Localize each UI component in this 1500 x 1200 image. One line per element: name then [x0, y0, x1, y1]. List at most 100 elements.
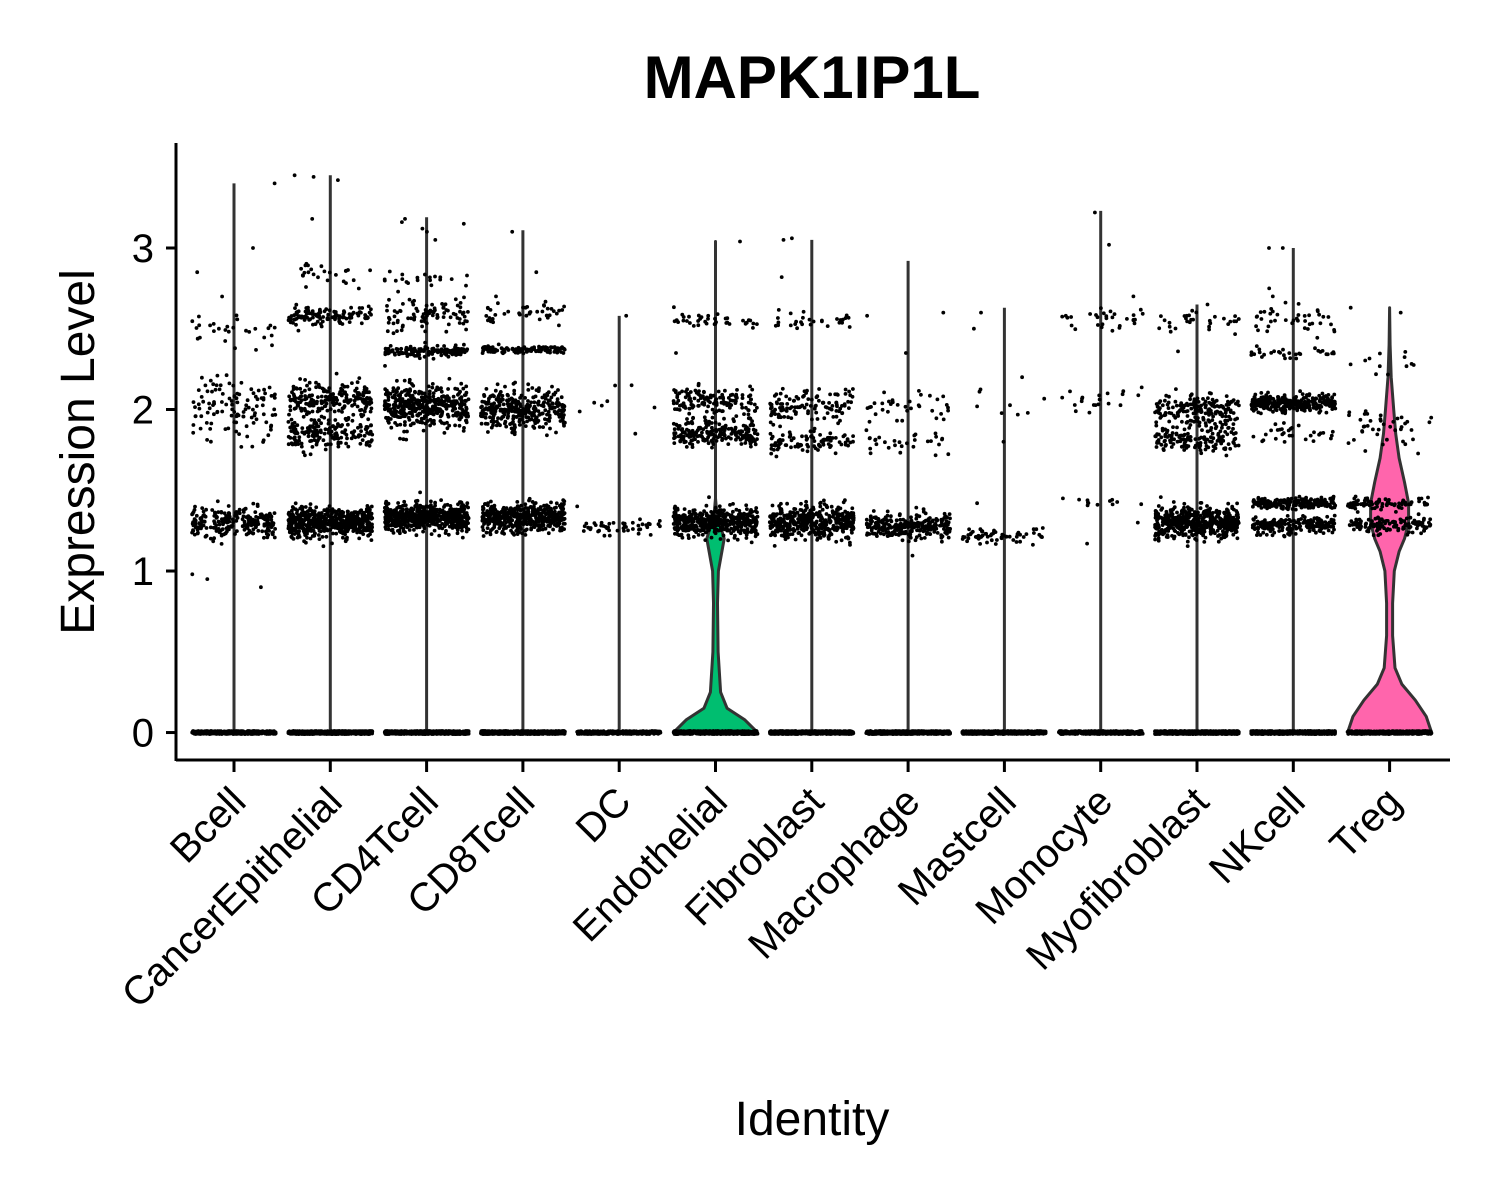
point: [235, 400, 240, 405]
point: [233, 730, 238, 735]
point: [341, 312, 346, 316]
point: [461, 729, 466, 734]
point: [428, 423, 432, 428]
point: [347, 399, 351, 404]
point: [357, 521, 362, 526]
point: [291, 321, 295, 325]
point: [418, 490, 422, 495]
point: [297, 438, 301, 443]
point: [396, 289, 400, 294]
point: [423, 329, 428, 334]
point: [464, 420, 469, 425]
point: [401, 414, 405, 419]
point: [306, 270, 311, 275]
point: [387, 510, 392, 515]
point: [197, 314, 201, 319]
point: [331, 531, 335, 536]
point: [404, 393, 408, 398]
point: [439, 389, 444, 394]
point: [272, 393, 276, 398]
point: [325, 408, 330, 413]
point: [288, 404, 293, 409]
point: [250, 517, 255, 522]
point: [299, 394, 304, 399]
point: [448, 315, 453, 320]
point: [351, 431, 355, 436]
point: [197, 406, 202, 411]
point: [192, 532, 197, 537]
point: [402, 388, 407, 393]
point: [232, 420, 237, 424]
point: [313, 524, 317, 529]
point: [239, 380, 244, 385]
point: [362, 433, 367, 438]
point: [299, 390, 304, 395]
point: [233, 346, 237, 351]
point: [346, 444, 351, 449]
point: [359, 429, 363, 433]
point: [400, 324, 405, 329]
point: [306, 434, 311, 439]
point: [214, 523, 219, 528]
point: [453, 312, 458, 317]
point: [303, 378, 307, 382]
point: [272, 325, 277, 330]
point: [190, 572, 195, 577]
point: [289, 417, 294, 422]
point: [462, 350, 467, 355]
point: [217, 730, 222, 735]
point: [310, 445, 315, 449]
point: [400, 277, 405, 281]
point: [240, 524, 245, 529]
point: [246, 514, 251, 518]
point: [349, 520, 354, 525]
point: [398, 308, 402, 313]
point: [233, 532, 237, 536]
point: [272, 407, 277, 412]
point: [433, 238, 438, 242]
point: [262, 523, 267, 528]
point: [363, 313, 368, 317]
point: [367, 515, 371, 520]
point: [267, 513, 272, 518]
point: [411, 383, 416, 388]
point: [291, 729, 295, 734]
point: [397, 415, 401, 419]
point: [222, 532, 227, 537]
point: [266, 433, 271, 438]
point: [453, 423, 457, 428]
point: [330, 400, 335, 405]
point: [414, 533, 419, 538]
point: [419, 416, 424, 421]
point: [386, 398, 391, 402]
point: [365, 504, 370, 508]
point: [399, 351, 404, 356]
point: [262, 514, 267, 519]
point: [300, 426, 305, 430]
point: [466, 505, 470, 510]
point: [362, 527, 367, 532]
point: [209, 439, 213, 444]
point: [211, 382, 216, 387]
point: [455, 531, 460, 536]
point: [419, 729, 424, 734]
point: [299, 524, 303, 529]
point: [413, 348, 418, 353]
point: [334, 518, 338, 523]
point: [332, 437, 337, 441]
point: [347, 525, 352, 530]
point: [422, 354, 427, 359]
point: [260, 403, 265, 408]
point: [434, 731, 439, 735]
point: [455, 346, 460, 351]
point: [205, 389, 210, 394]
point: [352, 510, 357, 514]
point: [465, 347, 470, 352]
point: [388, 407, 393, 412]
point: [389, 425, 394, 430]
point: [392, 314, 397, 319]
point: [385, 304, 389, 308]
point: [392, 409, 397, 414]
point: [395, 506, 399, 510]
point: [307, 403, 312, 408]
